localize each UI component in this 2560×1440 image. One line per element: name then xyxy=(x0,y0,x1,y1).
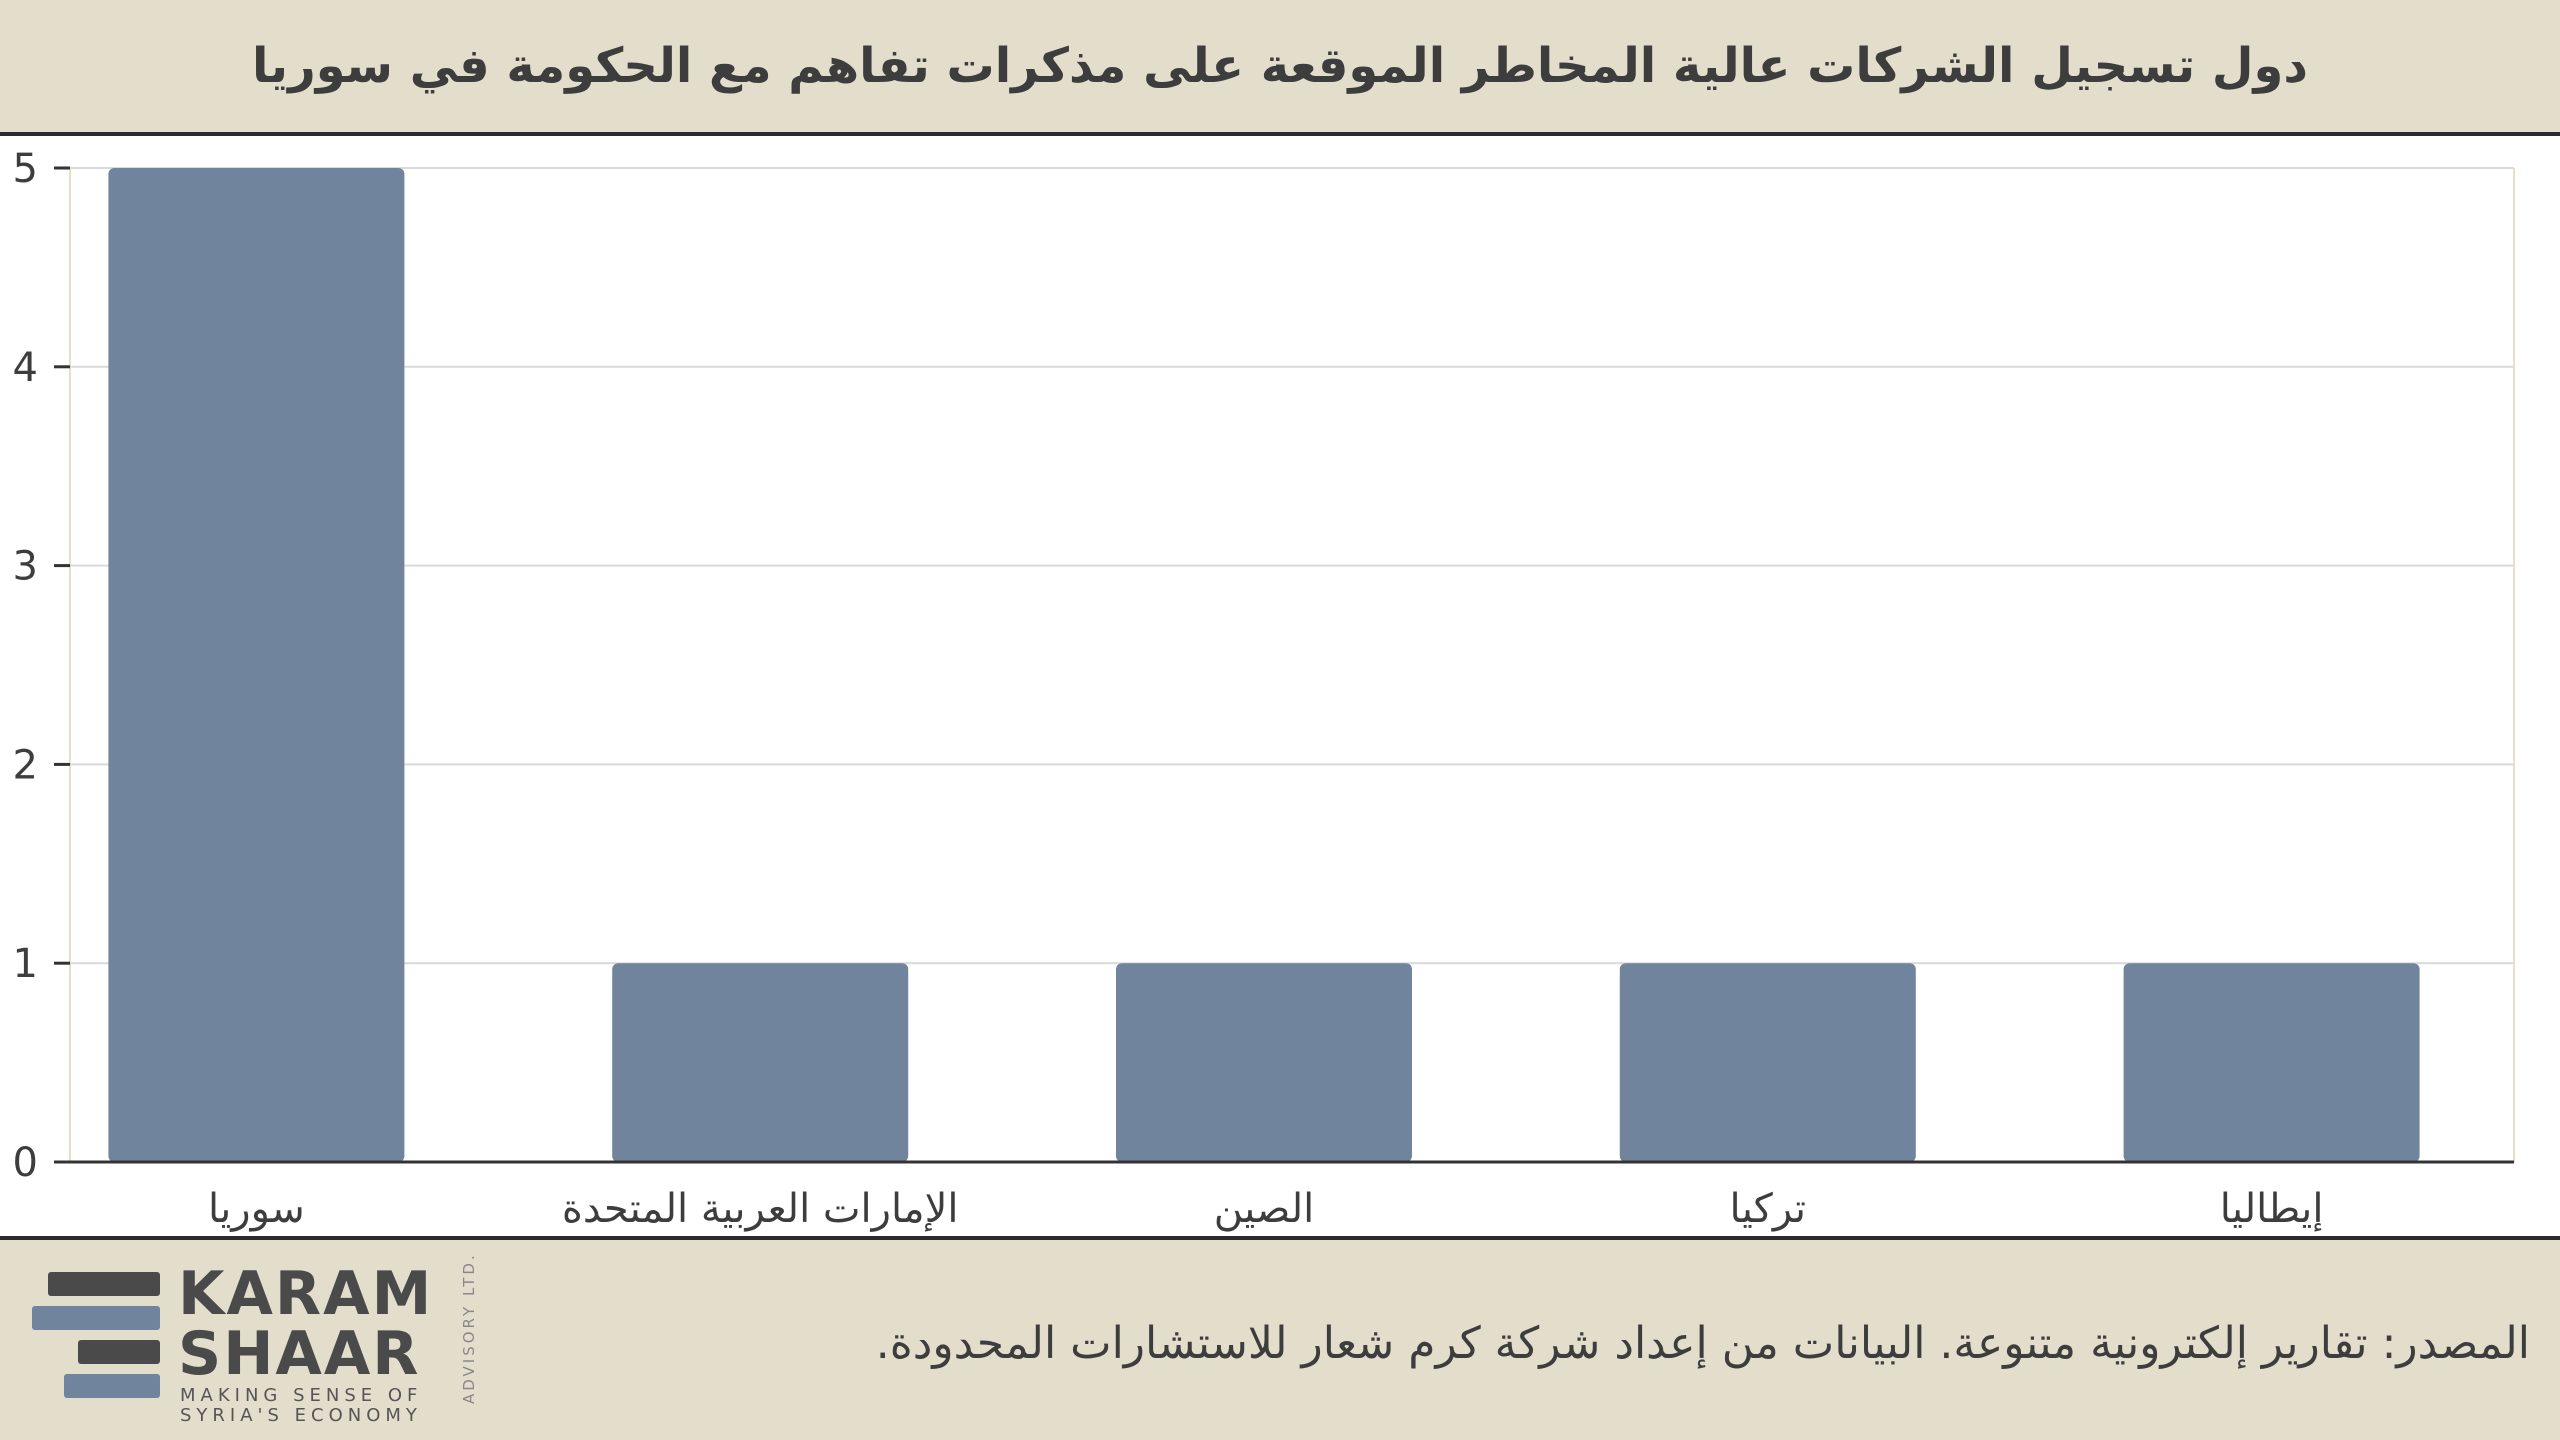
x-tick-label-0: سوريا xyxy=(208,1186,305,1232)
y-tick-label-5: 5 xyxy=(13,146,38,192)
logo-tagline-1: MAKING SENSE OF xyxy=(180,1385,423,1406)
plot-area: 0 1 2 3 4 5 سوريا الإمارات العربية المتحدة الصين… xyxy=(0,136,2560,1240)
logo-side-text: ADVISORY LTD. xyxy=(460,1252,478,1404)
bar-4 xyxy=(2123,963,2420,1162)
bar-2 xyxy=(1116,963,1412,1162)
chart-footer: KARAM SHAAR MAKING SENSE OF SYRIA'S ECON… xyxy=(0,1240,2560,1440)
karam-shaar-logo: KARAM SHAAR MAKING SENSE OF SYRIA'S ECON… xyxy=(28,1252,488,1426)
bar-1 xyxy=(612,963,909,1162)
logo-line-2: SHAAR xyxy=(178,1319,421,1389)
bar-0 xyxy=(108,168,405,1162)
y-tick-label-2: 2 xyxy=(13,742,38,788)
bar-chart: 0 1 2 3 4 5 سوريا الإمارات العربية المتحدة الصين… xyxy=(13,146,2515,1232)
logo-bar-1 xyxy=(48,1272,160,1296)
y-tick-label-4: 4 xyxy=(13,345,38,391)
logo-line-1: KARAM xyxy=(178,1259,434,1329)
chart-title: دول تسجيل الشركات عالية المخاطر الموقعة … xyxy=(252,38,2308,94)
bar-3 xyxy=(1619,963,1916,1162)
x-tick-label-3: تركيا xyxy=(1730,1186,1807,1232)
x-tick-label-1: الإمارات العربية المتحدة xyxy=(562,1186,959,1232)
y-tick-label-0: 0 xyxy=(13,1140,38,1186)
source-note: المصدر: تقارير إلكترونية متنوعة. البيانا… xyxy=(875,1318,2530,1369)
y-tick-label-1: 1 xyxy=(13,941,38,987)
logo-bar-3 xyxy=(78,1340,160,1364)
x-tick-label-2: الصين xyxy=(1214,1186,1315,1232)
logo-tagline-2: SYRIA'S ECONOMY xyxy=(180,1405,422,1426)
logo-bar-2 xyxy=(32,1306,160,1330)
x-tick-label-4: إيطاليا xyxy=(2220,1186,2324,1232)
y-tick-label-3: 3 xyxy=(13,544,38,590)
chart-header: دول تسجيل الشركات عالية المخاطر الموقعة … xyxy=(0,0,2560,136)
logo-bar-4 xyxy=(64,1374,160,1398)
